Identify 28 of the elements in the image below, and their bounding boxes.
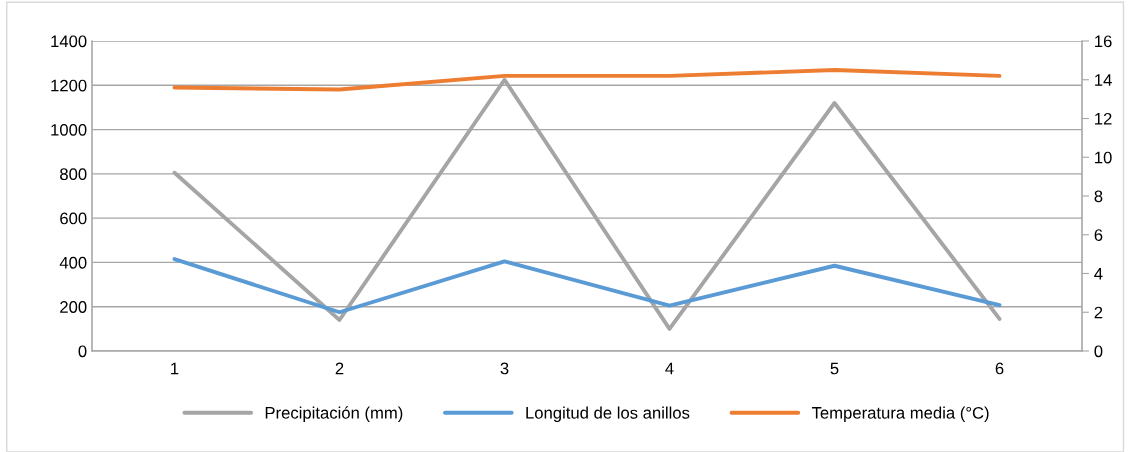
- y2-tick-label: 4: [1094, 268, 1103, 280]
- y2-tick-label: 10: [1095, 151, 1112, 164]
- y2-tick-label: 14: [1095, 74, 1112, 86]
- y2-tick-label: 8: [1094, 190, 1103, 203]
- y2-tick-label: 6: [1094, 229, 1103, 241]
- y2-tick-label: 2: [1094, 306, 1103, 319]
- y-tick-label: 800: [60, 168, 87, 181]
- x-tick-label: 2: [335, 362, 344, 375]
- y2-tick-label: 12: [1095, 112, 1112, 125]
- y-tick-label: 600: [60, 212, 87, 225]
- y-tick-label: 1000: [51, 123, 87, 136]
- x-tick-label: 6: [995, 362, 1004, 375]
- y-tick-label: 1200: [51, 79, 87, 92]
- y2-tick-label: 16: [1095, 35, 1112, 48]
- line-series: [172, 68, 1002, 92]
- y2-tick-label: 0: [1094, 345, 1103, 358]
- line-series: [172, 257, 1002, 315]
- x-tick-label: 5: [830, 362, 839, 375]
- y-tick-label: 200: [60, 301, 87, 313]
- legend-label: Precipitación (mm): [265, 406, 403, 423]
- legend-label: Longitud de los anillos: [526, 406, 690, 423]
- legend-label: Temperatura media (°C): [811, 406, 989, 423]
- y-tick-label: 400: [59, 256, 87, 269]
- x-tick-label: 3: [500, 362, 509, 375]
- x-tick-label: 4: [665, 362, 674, 375]
- y-tick-label: 0: [78, 345, 87, 358]
- x-tick-label: 1: [171, 362, 179, 375]
- y-tick-label: 1400: [51, 35, 87, 48]
